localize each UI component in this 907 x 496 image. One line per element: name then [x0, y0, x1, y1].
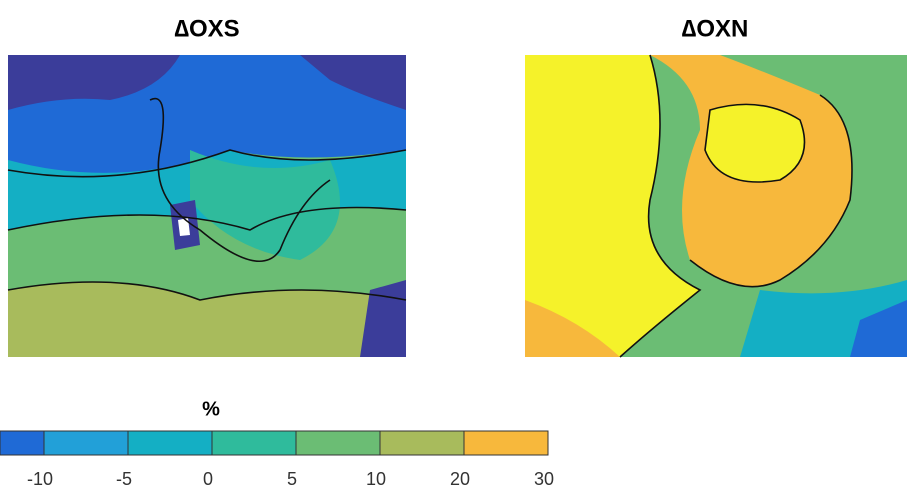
- colorbar-label: %: [202, 398, 220, 420]
- colorbar-segment: [43, 430, 129, 456]
- tick-label: 20: [450, 469, 470, 489]
- tick-label: 30: [534, 469, 554, 489]
- colorbar-segment: [463, 430, 549, 456]
- colorbar-segment: [211, 430, 297, 456]
- tick-label: -10: [27, 469, 53, 489]
- panel-title: ∆OXS: [174, 15, 239, 42]
- panel-title: ∆OXN: [682, 15, 749, 42]
- colorbar-segment: [127, 430, 213, 456]
- colorbar-segment: [295, 430, 381, 456]
- tick-label: 5: [287, 469, 297, 489]
- tick-label: 0: [203, 469, 213, 489]
- colorbar-segment: [379, 430, 465, 456]
- tick-label: -5: [116, 469, 132, 489]
- colorbar: -10 -5 0 5 10 20 30: [0, 430, 554, 489]
- tick-label: 10: [366, 469, 386, 489]
- map-left: [7, 55, 407, 357]
- colorbar-segment: [0, 430, 45, 456]
- map-right: [525, 54, 907, 358]
